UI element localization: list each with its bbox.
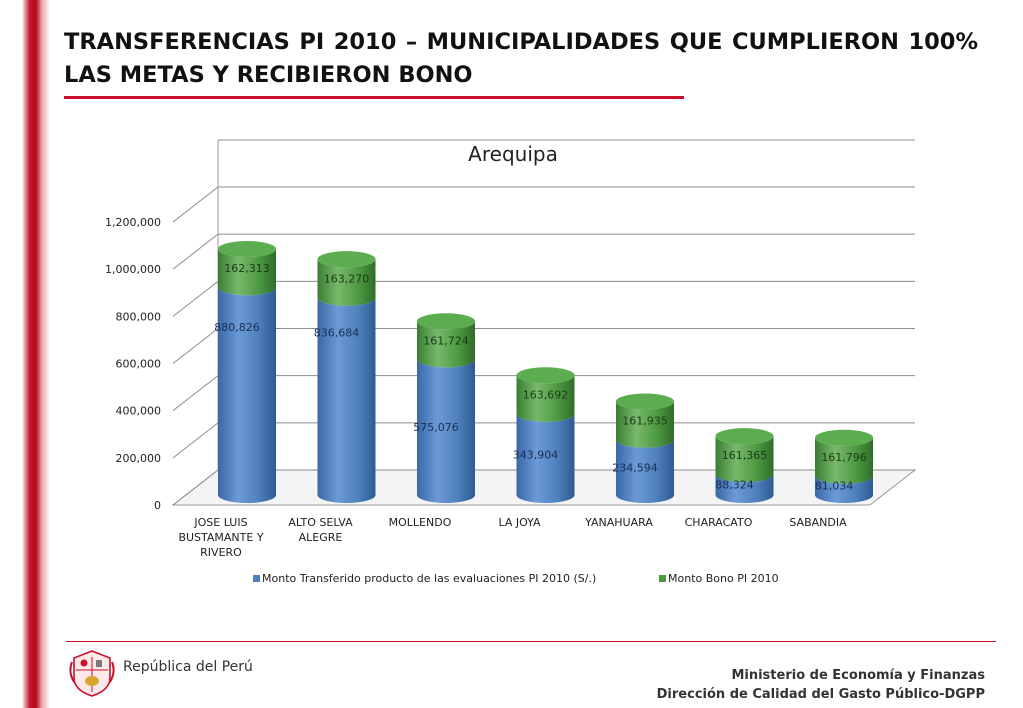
- y-tick-label: 1,200,000: [105, 216, 161, 229]
- bar-transferido: [815, 475, 873, 503]
- bar-transferido: [516, 413, 575, 503]
- slide-title: TRANSFERENCIAS PI 2010 – MUNICIPALIDADES…: [64, 29, 978, 88]
- footer-divider: [66, 641, 996, 642]
- x-tick-label: ALTO SELVA: [288, 516, 353, 529]
- data-label-transferido: 836,684: [314, 326, 360, 339]
- bar-bono: [516, 375, 575, 422]
- x-tick-label: RIVERO: [200, 546, 242, 559]
- chart-data-labels: 880,826 162,313 836,684 163,270 575,076 161,7…: [214, 262, 867, 492]
- ministry-line-1: Ministerio de Economía y Finanzas: [731, 668, 985, 683]
- left-decorative-band: [0, 0, 50, 708]
- x-tick-label: ALEGRE: [299, 531, 343, 544]
- chart-bars: [218, 240, 873, 503]
- chart-x-axis: JOSE LUIS BUSTAMANTE Y RIVERO ALTO SELVA ALE…: [178, 516, 847, 559]
- bar-chart: 0 200,000 400,000 600,000 800,000 1,000,000 1,…: [105, 139, 917, 585]
- y-tick-label: 400,000: [116, 405, 162, 418]
- gridline-diagonal: [172, 422, 219, 459]
- gridline-diagonal: [172, 469, 219, 506]
- data-label-transferido: 81,034: [815, 479, 854, 492]
- x-tick-label: JOSE LUIS: [193, 516, 247, 529]
- bar-top-cap: [815, 429, 873, 446]
- data-label-transferido: 234,594: [612, 461, 658, 474]
- bar-transferido: [417, 359, 475, 503]
- bar-top-cap: [715, 428, 774, 445]
- legend-swatch: [253, 575, 260, 582]
- x-tick-label: MOLLENDO: [389, 516, 452, 529]
- x-tick-label: SABANDIA: [789, 516, 847, 529]
- gridline-diagonal: [172, 233, 219, 270]
- data-label-bono: 161,796: [821, 451, 867, 464]
- bar-transferido: [616, 439, 674, 503]
- data-label-transferido: 880,826: [214, 321, 260, 334]
- ministry-label: Ministerio de Economía y Finanzas Direcc…: [657, 666, 985, 704]
- bar-top-cap: [417, 313, 475, 330]
- bar-top-cap: [616, 393, 674, 410]
- data-label-bono: 161,724: [423, 334, 469, 347]
- gridline-diagonal: [172, 186, 219, 223]
- chart-title: Arequipa: [468, 142, 558, 166]
- y-tick-label: 0: [154, 499, 161, 512]
- bar-transferido: [317, 297, 376, 503]
- x-tick-label: LA JOYA: [498, 516, 541, 529]
- y-tick-label: 600,000: [116, 358, 162, 371]
- y-tick-label: 800,000: [116, 310, 162, 323]
- bar-bono: [616, 401, 674, 448]
- x-tick-label: CHARACATO: [685, 516, 753, 529]
- gridline-diagonal: [172, 328, 219, 364]
- chart-legend: Monto Transferido producto de las evalua…: [253, 572, 779, 585]
- republica-label: República del Perú: [123, 659, 253, 675]
- legend-swatch: [659, 575, 666, 582]
- y-tick-label: 200,000: [116, 452, 162, 465]
- bar-top-cap: [516, 367, 575, 384]
- bar-bono: [815, 437, 873, 484]
- gridline-diagonal: [172, 280, 219, 317]
- legend-label: Monto Bono PI 2010: [668, 572, 779, 585]
- data-label-bono: 163,692: [523, 389, 569, 402]
- bar-bono: [417, 321, 475, 368]
- data-label-bono: 161,365: [722, 449, 768, 462]
- bar-top-cap: [218, 240, 276, 257]
- data-label-bono: 162,313: [224, 262, 270, 275]
- bar-transferido: [218, 287, 276, 503]
- data-label-transferido: 88,324: [715, 479, 754, 492]
- x-tick-label: YANAHUARA: [584, 516, 653, 529]
- bar-top-cap: [317, 251, 376, 268]
- ministry-line-2: Dirección de Calidad del Gasto Público-D…: [656, 687, 985, 702]
- bar-bono: [218, 248, 276, 296]
- bar-bono: [715, 436, 774, 483]
- data-label-bono: 163,270: [324, 272, 370, 285]
- bar-bono: [317, 259, 376, 306]
- data-label-bono: 161,935: [622, 415, 668, 428]
- bar-transferido: [715, 474, 774, 503]
- gridline-diagonal: [172, 375, 219, 412]
- data-label-transferido: 575,076: [413, 421, 459, 434]
- peru-coat-of-arms-icon: [69, 650, 115, 697]
- chart-y-axis: 0 200,000 400,000 600,000 800,000 1,000,000 1,…: [105, 216, 161, 512]
- title-underline: [64, 96, 684, 99]
- y-tick-label: 1,000,000: [105, 263, 161, 276]
- legend-label: Monto Transferido producto de las evalua…: [262, 572, 596, 585]
- data-label-transferido: 343,904: [513, 448, 559, 461]
- x-tick-label: BUSTAMANTE Y: [178, 531, 263, 544]
